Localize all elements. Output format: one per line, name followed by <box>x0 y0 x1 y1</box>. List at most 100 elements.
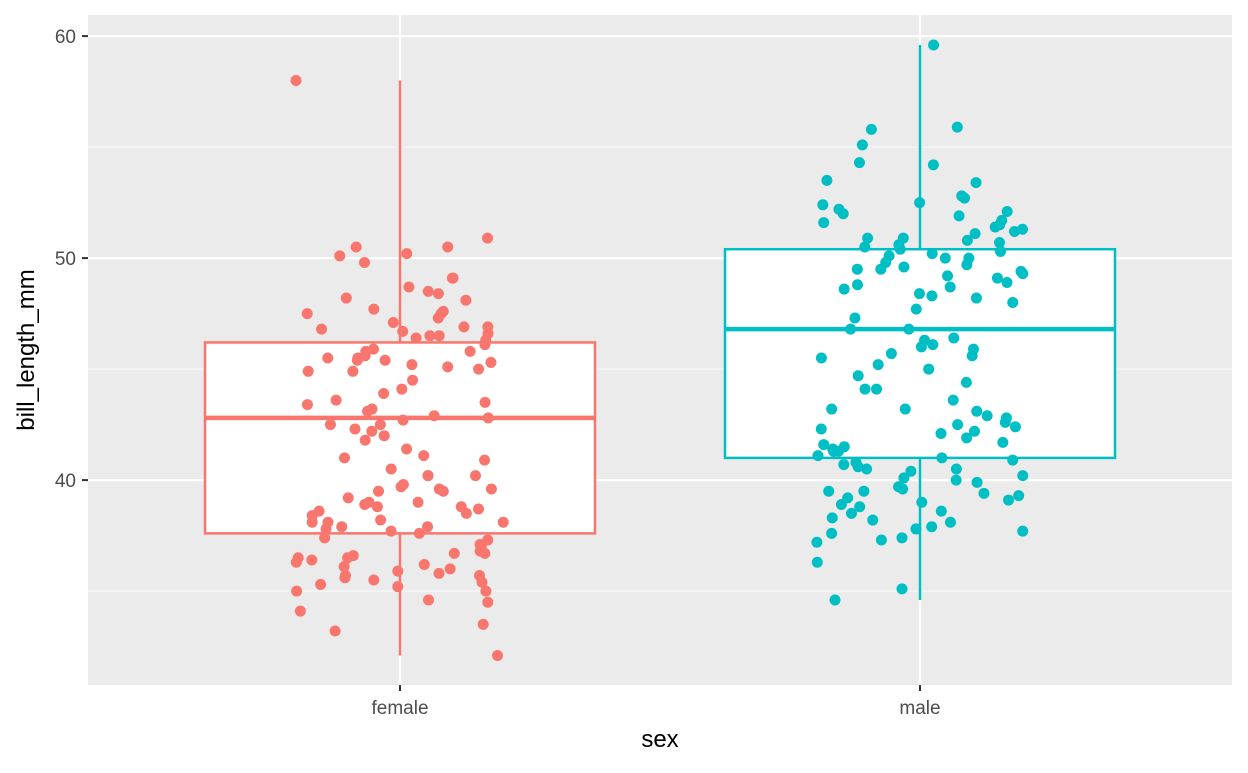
point-female <box>329 625 341 637</box>
point-female <box>395 481 407 493</box>
point-male <box>856 139 868 151</box>
point-male <box>935 427 947 439</box>
point-male <box>947 394 959 406</box>
point-male <box>991 272 1003 284</box>
point-female <box>290 74 302 86</box>
point-male <box>989 221 1001 233</box>
point-male <box>927 159 939 171</box>
point-female <box>362 405 374 417</box>
point-male <box>944 516 956 528</box>
x-axis-title: sex <box>641 726 678 753</box>
point-female <box>437 485 449 497</box>
point-female <box>358 257 370 269</box>
point-male <box>1008 225 1020 237</box>
point-male <box>971 476 983 488</box>
point-male <box>994 245 1006 257</box>
point-male <box>837 208 849 220</box>
point-male <box>916 496 928 508</box>
point-female <box>319 532 331 544</box>
point-female <box>336 521 348 533</box>
point-female <box>368 303 380 315</box>
point-male <box>981 410 993 422</box>
point-male <box>1001 277 1013 289</box>
point-female <box>422 470 434 482</box>
point-female <box>290 556 302 568</box>
point-male <box>859 241 871 253</box>
point-male <box>910 303 922 315</box>
point-female <box>385 463 397 475</box>
point-male <box>861 463 873 475</box>
point-male <box>905 465 917 477</box>
point-female <box>422 285 434 297</box>
point-male <box>978 487 990 499</box>
point-female <box>378 388 390 400</box>
point-female <box>480 585 492 597</box>
point-female <box>387 316 399 328</box>
point-female <box>342 552 354 564</box>
point-female <box>397 325 409 337</box>
point-female <box>485 483 497 495</box>
point-female <box>301 308 313 320</box>
point-female <box>497 516 509 528</box>
point-female <box>316 323 328 335</box>
point-male <box>865 123 877 135</box>
point-female <box>432 312 444 324</box>
jitter-points <box>290 39 1029 661</box>
point-male <box>826 512 838 524</box>
point-female <box>482 232 494 244</box>
point-male <box>915 341 927 353</box>
point-female <box>339 572 351 584</box>
point-female <box>379 354 391 366</box>
point-female <box>371 501 383 513</box>
point-male <box>970 292 982 304</box>
point-male <box>923 363 935 375</box>
point-male <box>959 192 971 204</box>
point-female <box>392 565 404 577</box>
point-male <box>969 228 981 240</box>
point-male <box>935 505 947 517</box>
point-female <box>359 434 371 446</box>
point-male <box>1003 494 1015 506</box>
point-female <box>291 585 303 597</box>
point-male <box>898 261 910 273</box>
point-female <box>315 578 327 590</box>
point-female <box>294 605 306 617</box>
point-male <box>914 197 926 209</box>
point-male <box>826 403 838 415</box>
point-female <box>306 516 318 528</box>
point-female <box>322 352 334 364</box>
point-female <box>338 561 350 573</box>
y-tick-label: 60 <box>55 27 76 48</box>
y-tick-label: 50 <box>55 249 76 270</box>
point-male <box>853 157 865 169</box>
point-male <box>898 472 910 484</box>
point-male <box>885 348 897 360</box>
point-male <box>951 121 963 133</box>
point-male <box>939 252 951 264</box>
point-female <box>397 414 409 426</box>
point-male <box>851 263 863 275</box>
point-female <box>422 521 434 533</box>
point-male <box>1017 470 1029 482</box>
point-male <box>903 323 915 335</box>
point-female <box>473 503 485 515</box>
point-male <box>845 323 857 335</box>
point-male <box>849 312 861 324</box>
point-male <box>913 288 925 300</box>
point-male <box>950 474 962 486</box>
point-male <box>897 483 909 495</box>
point-male <box>1017 268 1029 280</box>
point-female <box>442 361 454 373</box>
point-female <box>351 354 363 366</box>
point-female <box>396 383 408 395</box>
point-female <box>424 330 436 342</box>
point-male <box>997 436 1009 448</box>
point-male <box>1001 205 1013 217</box>
point-female <box>342 492 354 504</box>
point-female <box>302 365 314 377</box>
point-male <box>871 383 883 395</box>
box-female <box>203 341 597 535</box>
point-female <box>301 399 313 411</box>
point-male <box>852 370 864 382</box>
point-male <box>1017 525 1029 537</box>
